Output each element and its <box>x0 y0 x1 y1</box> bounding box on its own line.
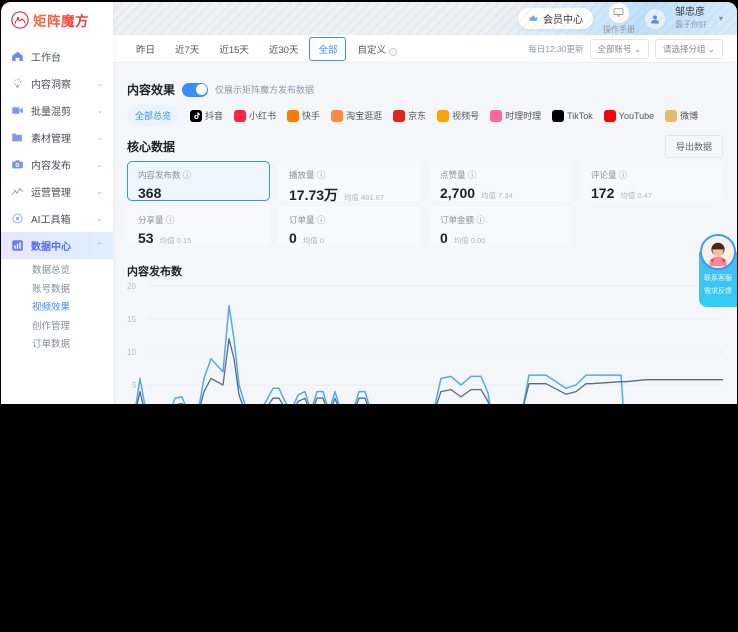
svg-text:10: 10 <box>127 348 136 357</box>
svg-text:20: 20 <box>127 283 136 291</box>
svg-text:5: 5 <box>132 381 137 390</box>
svg-text:15: 15 <box>127 315 136 324</box>
